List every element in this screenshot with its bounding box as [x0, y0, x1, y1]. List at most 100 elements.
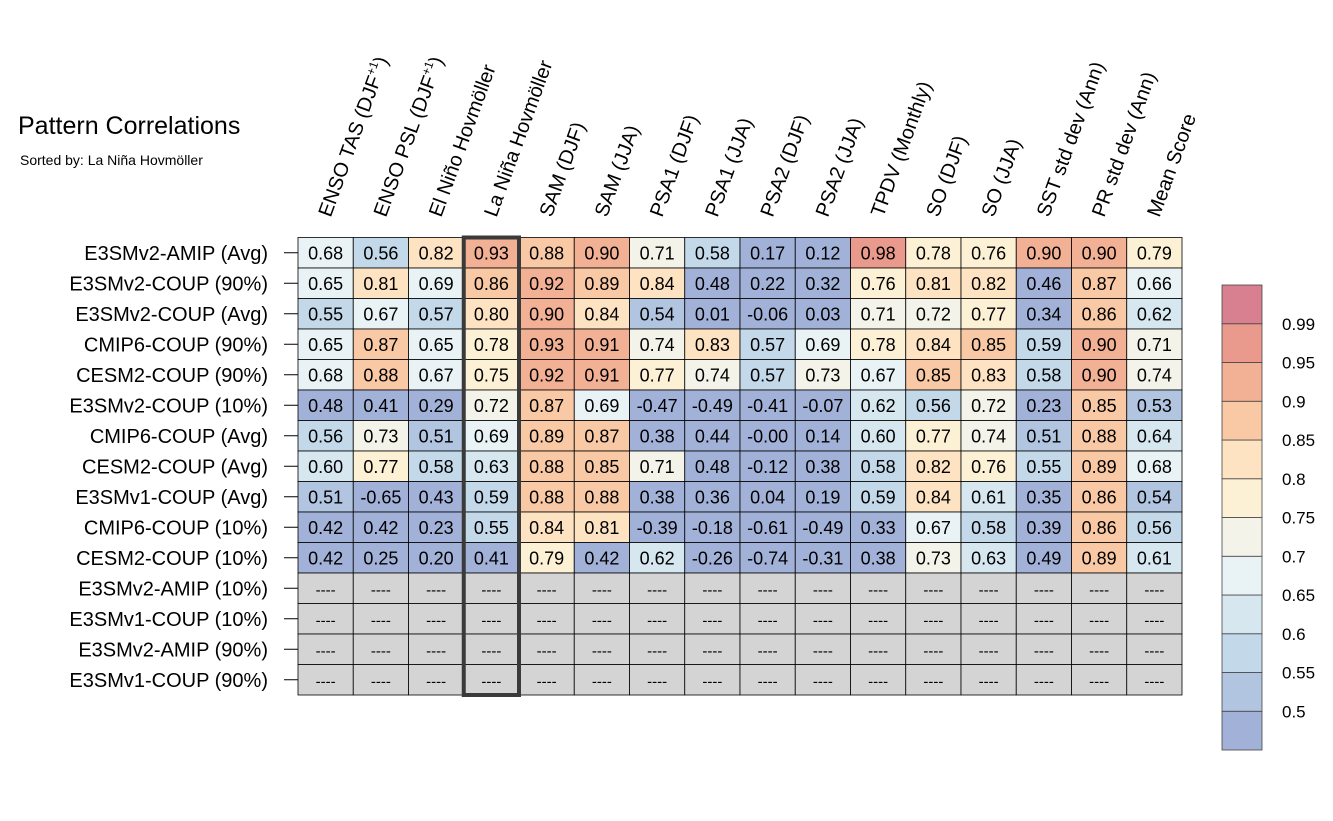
cell-value: ---- [371, 582, 391, 599]
cell-value: 0.62 [861, 396, 896, 416]
colorbar-box [1221, 478, 1263, 518]
cell-value: 0.69 [805, 335, 840, 355]
heatmap-cell [850, 298, 907, 330]
heatmap-cell [629, 450, 686, 482]
cell-value: 0.90 [1082, 365, 1117, 385]
colorbar-label: 0.6 [1282, 625, 1306, 644]
cell-value: 0.63 [971, 548, 1006, 568]
colorbar-label: 0.7 [1282, 547, 1306, 566]
cell-value: 0.72 [971, 396, 1006, 416]
cell-value: ---- [316, 612, 336, 629]
cell-value: ---- [1144, 612, 1164, 629]
cell-value: ---- [1089, 612, 1109, 629]
cell-value: 0.67 [916, 518, 951, 538]
heatmap-cell [905, 450, 962, 482]
cell-value: -0.39 [637, 518, 678, 538]
cell-value: 0.58 [419, 457, 454, 477]
colorbar-box [1221, 439, 1263, 480]
heatmap-cell [629, 572, 686, 604]
heatmap-cell [739, 328, 796, 360]
cell-value: ---- [813, 673, 833, 690]
cell-value: 0.04 [750, 487, 785, 507]
cell-value: 0.35 [1026, 487, 1061, 507]
cell-value: 0.68 [308, 365, 343, 385]
column-header: PSA1 (DJF) [646, 112, 703, 220]
cell-value: ---- [979, 643, 999, 660]
heatmap-cell [1015, 481, 1072, 513]
heatmap-cell [905, 267, 962, 299]
cell-value: 0.23 [1026, 396, 1061, 416]
cell-value: 0.77 [640, 365, 675, 385]
colorbar-label: 0.99 [1282, 315, 1315, 334]
cell-value: ---- [371, 612, 391, 629]
heatmap-cell [463, 237, 520, 269]
cell-value: 0.86 [1082, 518, 1117, 538]
cell-value: 0.88 [529, 487, 564, 507]
row-label: E3SMv2-AMIP (90%) [78, 639, 268, 661]
cell-value: ---- [481, 643, 501, 660]
colorbar-box [1221, 710, 1263, 751]
cell-value: 0.89 [584, 274, 619, 294]
heatmap-cell [739, 664, 796, 696]
heatmap-cell [629, 328, 686, 360]
column-header: Mean Score [1143, 111, 1201, 220]
cell-value: 0.84 [916, 335, 951, 355]
heatmap-cell [573, 267, 630, 299]
cell-value: ---- [316, 643, 336, 660]
cell-value: 0.72 [916, 304, 951, 324]
cell-value: 0.65 [308, 335, 343, 355]
heatmap-cell [352, 633, 409, 665]
heatmap-cell [684, 420, 741, 452]
heatmap-cell [518, 420, 575, 452]
heatmap-cell [408, 633, 465, 665]
cell-value: ---- [813, 582, 833, 599]
heatmap-cell [850, 603, 907, 635]
cell-value: 0.33 [861, 518, 896, 538]
heatmap-cell [739, 542, 796, 574]
heatmap-cell [1071, 572, 1128, 604]
colorbar-box [1221, 400, 1263, 441]
cell-value: ---- [371, 643, 391, 660]
cell-value: ---- [1034, 612, 1054, 629]
cell-value: 0.77 [916, 426, 951, 446]
heatmap-cell [684, 389, 741, 421]
cell-value: 0.85 [971, 335, 1006, 355]
cell-value: 0.42 [308, 548, 343, 568]
cell-value: ---- [1089, 582, 1109, 599]
cell-value: 0.80 [474, 304, 509, 324]
cell-value: 0.77 [971, 304, 1006, 324]
colorbar-box [1221, 517, 1263, 557]
cell-value: 0.61 [971, 487, 1006, 507]
heatmap-cell [1071, 633, 1128, 665]
cell-value: 0.90 [1082, 243, 1117, 263]
cell-value: ---- [647, 643, 667, 660]
row-label: E3SMv1-COUP (Avg) [75, 487, 268, 509]
heatmap-cell [297, 359, 354, 391]
heatmap-cell [1015, 298, 1072, 330]
cell-value: ---- [868, 612, 888, 629]
cell-value: 0.03 [805, 304, 840, 324]
heatmap-cell [297, 633, 354, 665]
heatmap-cell [794, 481, 851, 513]
cell-value: 0.73 [916, 548, 951, 568]
cell-value: 0.53 [1137, 396, 1172, 416]
cell-value: 0.23 [419, 518, 454, 538]
cell-value: 0.84 [916, 487, 951, 507]
cell-value: 0.71 [640, 243, 675, 263]
cell-value: 0.89 [1082, 548, 1117, 568]
heatmap-cell [850, 359, 907, 391]
cell-value: ---- [647, 582, 667, 599]
cell-value: ---- [537, 582, 557, 599]
cell-value: 0.87 [529, 396, 564, 416]
cell-value: 0.55 [1026, 457, 1061, 477]
cell-value: ---- [371, 673, 391, 690]
cell-value: 0.48 [695, 274, 730, 294]
cell-value: -0.07 [802, 396, 843, 416]
heatmap-cell [794, 328, 851, 360]
heatmap-cell [297, 603, 354, 635]
cell-value: 0.57 [419, 304, 454, 324]
cell-value: 0.46 [1026, 274, 1061, 294]
heatmap-cell [1126, 328, 1183, 360]
colorbar-label: 0.65 [1282, 586, 1315, 605]
heatmap-cell [960, 389, 1017, 421]
